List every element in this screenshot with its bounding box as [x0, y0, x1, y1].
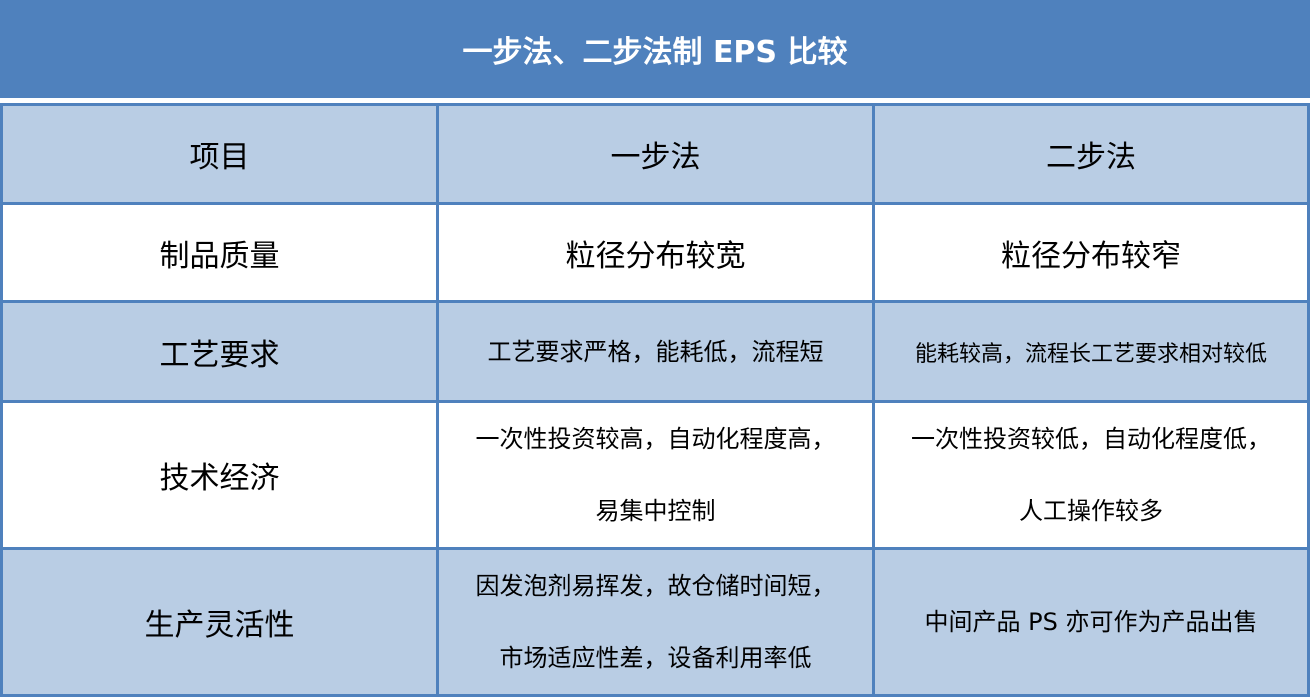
row-item: 制品质量	[0, 202, 439, 303]
row-item: 生产灵活性	[0, 547, 439, 697]
row-two-step: 中间产品 PS 亦可作为产品出售	[872, 547, 1310, 697]
cell-line: 一次性投资较低，自动化程度低，	[911, 425, 1271, 453]
row-item: 技术经济	[0, 400, 439, 550]
cell-line: 人工操作较多	[1019, 497, 1163, 525]
cell-line: 易集中控制	[595, 497, 716, 525]
row-one-step: 工艺要求严格，能耗低，流程短	[436, 300, 875, 403]
table-row: 制品质量 粒径分布较宽 粒径分布较窄	[0, 202, 1310, 303]
row-one-step: 因发泡剂易挥发，故仓储时间短， 市场适应性差，设备利用率低	[436, 547, 875, 697]
cell-line: 因发泡剂易挥发，故仓储时间短，	[475, 572, 836, 600]
table-header-row: 项目 一步法 二步法	[0, 103, 1310, 205]
table-row: 工艺要求 工艺要求严格，能耗低，流程短 能耗较高，流程长工艺要求相对较低	[0, 300, 1310, 403]
header-two-step: 二步法	[872, 103, 1310, 205]
header-one-step: 一步法	[436, 103, 875, 205]
table-row: 技术经济 一次性投资较高，自动化程度高， 易集中控制 一次性投资较低，自动化程度…	[0, 400, 1310, 550]
table-row: 生产灵活性 因发泡剂易挥发，故仓储时间短， 市场适应性差，设备利用率低 中间产品…	[0, 547, 1310, 697]
row-one-step: 一次性投资较高，自动化程度高， 易集中控制	[436, 400, 875, 550]
row-one-step: 粒径分布较宽	[436, 202, 875, 303]
page-title: 一步法、二步法制 EPS 比较	[0, 0, 1310, 98]
cell-line: 一次性投资较高，自动化程度高，	[475, 425, 836, 453]
cell-line: 市场适应性差，设备利用率低	[499, 644, 812, 672]
row-two-step: 能耗较高，流程长工艺要求相对较低	[872, 300, 1310, 403]
row-two-step: 一次性投资较低，自动化程度低， 人工操作较多	[872, 400, 1310, 550]
header-item: 项目	[0, 103, 439, 205]
row-item: 工艺要求	[0, 300, 439, 403]
comparison-table: 项目 一步法 二步法 制品质量 粒径分布较宽 粒径分布较窄 工艺要求 工艺要求严…	[0, 103, 1310, 697]
row-two-step: 粒径分布较窄	[872, 202, 1310, 303]
